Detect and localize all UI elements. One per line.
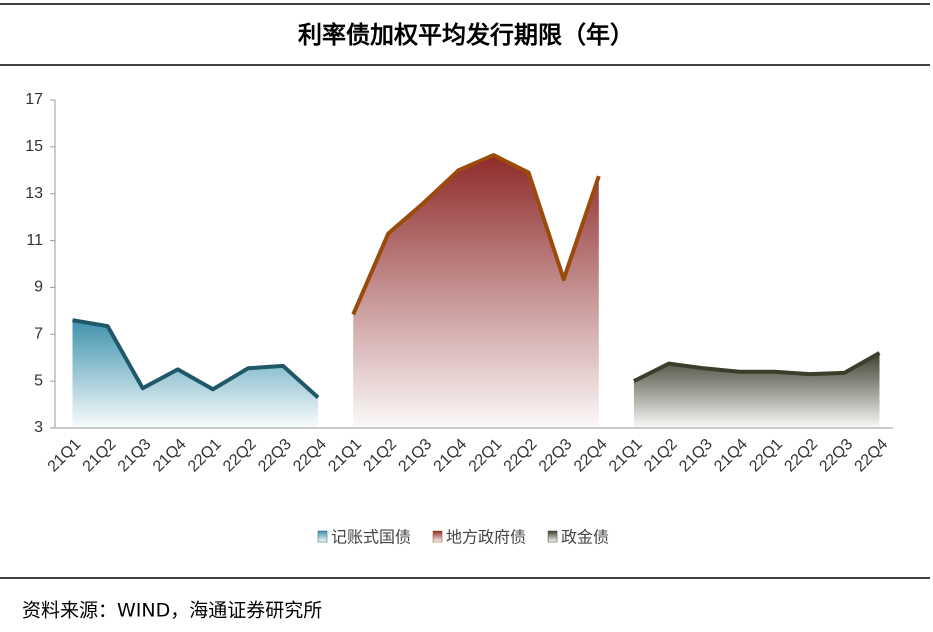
legend-label: 政金债 <box>561 528 609 547</box>
x-tick-label: 21Q1 <box>45 436 85 476</box>
y-tick-label: 17 <box>25 91 43 108</box>
area <box>633 353 880 428</box>
x-tick-label: 22Q2 <box>781 436 821 476</box>
y-tick-label: 7 <box>34 326 43 343</box>
y-tick-label: 11 <box>26 232 43 249</box>
legend-swatch <box>317 530 328 543</box>
x-tick-label: 21Q2 <box>80 436 120 476</box>
x-tick-label: 21Q4 <box>431 436 471 476</box>
x-tick-label: 22Q2 <box>501 436 541 476</box>
x-tick-label: 22Q4 <box>290 436 330 476</box>
x-tick-label: 21Q3 <box>395 436 435 476</box>
x-tick-label: 21Q4 <box>150 436 190 476</box>
x-tick-label: 22Q3 <box>536 436 576 476</box>
y-tick-label: 15 <box>25 138 43 155</box>
line <box>633 351 881 383</box>
y-tick-label: 3 <box>34 419 43 436</box>
area <box>353 155 599 428</box>
x-tick-label: 22Q2 <box>220 436 260 476</box>
x-tick-label: 21Q1 <box>606 436 646 476</box>
y-tick-label: 9 <box>34 279 43 296</box>
chart-title: 利率债加权平均发行期限（年） <box>298 21 634 49</box>
x-tick-label: 22Q4 <box>852 436 892 476</box>
x-tick-label: 22Q1 <box>746 436 786 476</box>
x-tick-label: 21Q4 <box>711 436 751 476</box>
legend-swatch <box>432 530 443 543</box>
y-tick-label: 13 <box>25 185 43 202</box>
x-tick-label: 22Q1 <box>185 436 225 476</box>
y-tick-label: 5 <box>34 372 43 389</box>
x-tick-label: 22Q3 <box>255 436 295 476</box>
line <box>351 153 601 316</box>
x-tick-label: 21Q1 <box>325 436 365 476</box>
legend-label: 记账式国债 <box>331 528 411 547</box>
x-tick-label: 21Q2 <box>360 436 400 476</box>
line <box>72 318 320 399</box>
x-tick-label: 22Q4 <box>571 436 611 476</box>
x-tick-label: 22Q3 <box>816 436 856 476</box>
x-tick-label: 21Q3 <box>676 436 716 476</box>
legend-swatch <box>547 530 558 543</box>
area <box>72 320 319 428</box>
x-tick-label: 21Q3 <box>115 436 155 476</box>
legend-label: 地方政府债 <box>446 528 526 547</box>
source-note: 资料来源：WIND，海通证券研究所 <box>22 600 322 622</box>
x-tick-label: 22Q1 <box>466 436 506 476</box>
x-tick-label: 21Q2 <box>641 436 681 476</box>
